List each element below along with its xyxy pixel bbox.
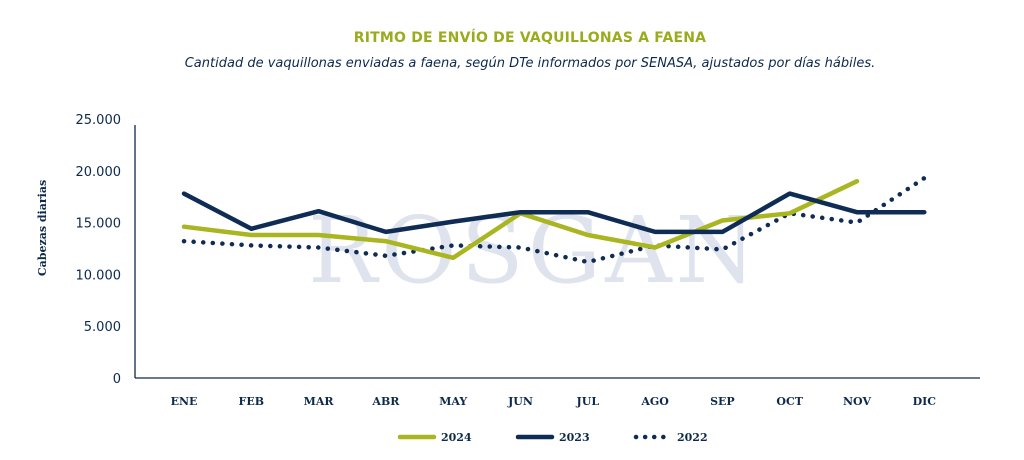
x-tick-label: MAR [304,395,335,408]
x-tick-label: ENE [171,395,198,408]
x-tick-label: NOV [843,395,871,408]
y-tick-label: 20.000 [76,165,122,180]
y-tick-label: 25.000 [76,113,122,128]
legend-label: 2023 [559,431,590,444]
x-tick-label: SEP [710,395,735,408]
x-tick-label: OCT [776,395,803,408]
x-tick-label: FEB [239,395,265,408]
x-tick-label: JUL [576,395,600,408]
series-line-2022 [181,175,927,265]
legend: 2024 2023 2022 [397,431,708,444]
x-tick-label: DIC [913,395,937,408]
chart-subtitle: Cantidad de vaquillonas enviadas a faena… [184,56,876,71]
y-tick-label: 5.000 [84,320,121,335]
x-tick-label: JUN [507,395,533,408]
y-axis-label: Cabezas diarias [36,180,49,276]
chart-title: RITMO DE ENVÍO DE VAQUILLONAS A FAENA [353,30,707,46]
legend-item-2024: 2024 [397,431,472,444]
x-tick-labels: ENE FEB MAR ABR MAY JUN JUL AGO SEP OCT NOV DIC [171,395,937,408]
series-lines [181,175,927,265]
x-tick-label: ABR [371,395,400,408]
y-tick-label: 15.000 [76,217,122,232]
axes [134,125,980,379]
x-tick-label: AGO [640,395,669,408]
legend-item-2022: 2022 [633,431,708,444]
series-line-2023 [181,191,927,235]
x-tick-label: MAY [439,395,467,408]
y-tick-labels: 0 5.000 10.000 15.000 20.000 25.000 [76,113,122,387]
legend-label: 2022 [677,431,708,444]
legend-label: 2024 [441,431,472,444]
y-tick-label: 0 [113,372,121,387]
y-tick-label: 10.000 [76,268,122,283]
legend-item-2023: 2023 [515,431,590,444]
